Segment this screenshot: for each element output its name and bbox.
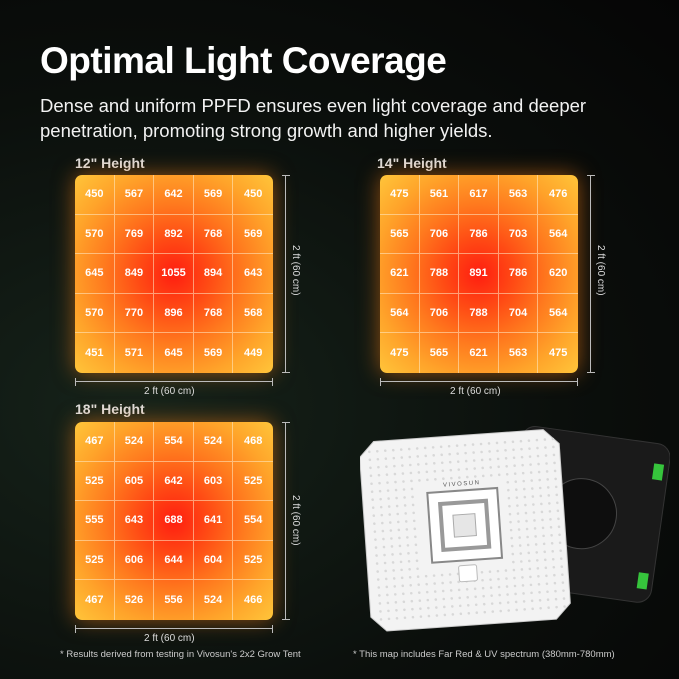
ppfd-cell: 524	[114, 422, 155, 462]
ppfd-cell: 706	[419, 214, 460, 255]
ppfd-cell: 565	[380, 214, 420, 255]
ppfd-cell: 564	[380, 293, 420, 334]
ppfd-cell: 569	[233, 215, 273, 255]
ppfd-cell: 525	[233, 462, 273, 502]
width-dimension-label: 2 ft (60 cm)	[144, 386, 195, 397]
ppfd-cell: 643	[114, 501, 155, 541]
ppfd-cell: 468	[233, 422, 273, 462]
ppfd-cell: 524	[193, 422, 234, 462]
subtitle: Dense and uniform PPFD ensures even ligh…	[40, 95, 587, 141]
ppfd-cell: 706	[419, 293, 460, 334]
ppfd-cell: 475	[549, 347, 568, 360]
ppfd-cell: 688	[154, 501, 194, 541]
ppfd-cell: 645	[75, 254, 115, 294]
ppfd-cell: 449	[244, 347, 263, 360]
height-dimension-line	[282, 175, 290, 373]
ppfd-cell: 564	[538, 215, 578, 255]
ppfd-cell: 604	[193, 540, 234, 581]
width-dimension-line	[75, 378, 273, 386]
ppfd-cell: 569	[193, 175, 234, 215]
ppfd-cell: 525	[75, 461, 115, 502]
ppfd-cell: 644	[154, 540, 194, 581]
ppfd-cell: 570	[75, 214, 115, 255]
footnote-spectrum: * This map includes Far Red & UV spectru…	[353, 649, 615, 660]
ppfd-cell: 786	[498, 254, 539, 294]
ppfd-cell: 554	[233, 501, 273, 541]
ppfd-cell: 525	[75, 540, 115, 581]
ppfd-cell: 703	[498, 214, 539, 255]
ppfd-cell: 525	[233, 541, 273, 581]
ppfd-cell: 891	[459, 254, 499, 294]
ppfd-cell: 642	[154, 175, 194, 215]
ppfd-cell: 466	[244, 594, 263, 607]
ppfd-cell: 467	[75, 422, 115, 462]
ppfd-cell: 892	[154, 214, 194, 255]
ppfd-cell: 475	[380, 333, 420, 373]
ppfd-cell: 603	[193, 461, 234, 502]
ppfd-cell: 565	[420, 333, 460, 373]
ppfd-cell: 450	[75, 175, 115, 215]
ppfd-cell: 567	[114, 175, 155, 215]
grow-light-product-image: VIVOSUN	[360, 426, 670, 632]
ppfd-cell: 556	[154, 580, 194, 620]
ppfd-cell: 788	[459, 293, 499, 334]
ppfd-cell: 606	[114, 540, 155, 581]
ppfd-cell: 524	[194, 580, 234, 620]
ppfd-cell: 849	[114, 254, 155, 294]
ppfd-cell: 768	[193, 214, 234, 255]
width-dimension-line	[380, 378, 578, 386]
ppfd-cell: 641	[193, 501, 234, 541]
ppfd-map-12in: 450 567 642 569 450 570 769 892 768 569 645 849 1055…	[75, 175, 273, 373]
height-dimension-label: 2 ft (60 cm)	[595, 245, 606, 296]
ppfd-cell: 526	[115, 580, 155, 620]
ppfd-cell: 788	[419, 254, 460, 294]
ppfd-cell: 642	[154, 461, 194, 502]
ppfd-cell: 563	[499, 333, 539, 373]
ppfd-cell: 555	[75, 501, 115, 541]
width-dimension-label: 2 ft (60 cm)	[450, 386, 501, 397]
ppfd-cell: 568	[233, 294, 273, 334]
ppfd-cell: 450	[233, 175, 273, 215]
ppfd-cell: 476	[538, 175, 578, 215]
ppfd-cell: 786	[459, 214, 499, 255]
ppfd-cell: 770	[114, 293, 155, 334]
ppfd-map-18in: 467 524 554 524 468 525 605 642 603 525 555 643 688 6…	[75, 422, 273, 620]
ppfd-cell: 894	[193, 254, 234, 294]
page-title: Optimal Light Coverage	[40, 40, 447, 81]
width-dimension-label: 2 ft (60 cm)	[144, 633, 195, 644]
ppfd-cell: 475	[380, 175, 420, 215]
footnote-testing: * Results derived from testing in Vivosu…	[60, 649, 301, 660]
ppfd-cell: 645	[154, 333, 194, 373]
width-dimension-line	[75, 625, 273, 633]
ppfd-map-14in: 475 561 617 563 476 565 706 786 703 564 621 788 891 7…	[380, 175, 578, 373]
ppfd-cell: 570	[75, 293, 115, 334]
ppfd-cell: 1055	[154, 254, 194, 294]
ppfd-cell: 564	[538, 294, 578, 334]
ppfd-cell: 554	[154, 422, 194, 462]
height-dimension-line	[282, 422, 290, 620]
ppfd-cell: 643	[233, 254, 273, 294]
ppfd-cell: 896	[154, 293, 194, 334]
map-label-18: 18" Height	[75, 401, 145, 417]
height-dimension-label: 2 ft (60 cm)	[290, 245, 301, 296]
ppfd-cell: 768	[193, 293, 234, 334]
ppfd-cell: 621	[380, 254, 420, 294]
height-dimension-line	[587, 175, 595, 373]
ppfd-cell: 569	[194, 333, 234, 373]
brand-logo: VIVOSUN	[443, 480, 481, 489]
ppfd-cell: 561	[419, 175, 460, 215]
ppfd-cell: 617	[459, 175, 499, 215]
ppfd-cell: 620	[538, 254, 578, 294]
ppfd-cell: 704	[498, 293, 539, 334]
ppfd-cell: 571	[115, 333, 155, 373]
ppfd-cell: 621	[459, 333, 499, 373]
ppfd-cell: 467	[75, 580, 115, 620]
ppfd-cell: 563	[498, 175, 539, 215]
map-label-12: 12" Height	[75, 155, 145, 171]
ppfd-cell: 605	[114, 461, 155, 502]
ppfd-cell: 769	[114, 214, 155, 255]
height-dimension-label: 2 ft (60 cm)	[290, 495, 301, 546]
map-label-14: 14" Height	[377, 155, 447, 171]
ppfd-cell: 451	[75, 333, 115, 373]
